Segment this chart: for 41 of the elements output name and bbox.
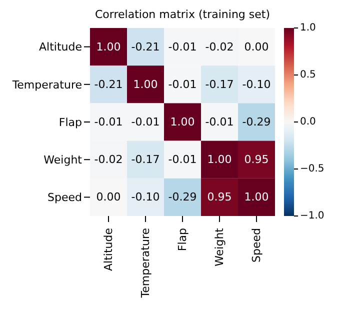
color-bar-label: 1.0 [300,22,316,34]
data-label: 0.95 [244,153,269,166]
y-tick-label: Flap [58,116,82,129]
data-label: 1.00 [244,190,269,204]
data-label: -0.17 [131,153,160,166]
data-label: -0.21 [131,40,160,54]
data-label: -0.21 [94,78,123,91]
data-label: -0.01 [131,116,160,128]
color-bar-label: 0.5 [300,70,316,80]
y-tick-label: Altitude [39,40,82,54]
data-label: -0.17 [205,78,234,91]
data-label: 0.00 [96,190,121,204]
data-label: 1.00 [133,78,158,91]
color-bar-label: 0.0 [300,116,316,128]
y-tick-label: Speed [48,191,82,204]
data-label: -0.01 [168,78,197,91]
data-label: -0.02 [205,40,234,54]
data-label: -0.01 [94,116,123,128]
y-tick-label: Weight [44,154,83,167]
x-tick-label: Speed [250,228,263,262]
x-tick-label: Weight [213,227,226,266]
data-label: 1.00 [170,116,195,128]
x-tick-label: Flap [176,228,189,252]
data-label: -0.01 [168,40,197,54]
data-label: -0.29 [242,116,271,128]
data-label: 0.95 [207,190,232,204]
data-label: -0.10 [131,190,160,204]
color-bar-label: −0.5 [300,164,324,174]
data-label: 1.00 [96,40,121,54]
x-tick-label: Altitude [102,228,115,271]
chart-title: Correlation matrix (training set) [94,8,271,21]
x-tick-label: Temperature [139,228,152,299]
data-label: -0.01 [205,116,234,128]
data-label: -0.02 [94,153,123,166]
data-label: -0.01 [168,153,197,166]
y-tick-label: Temperature [11,78,82,92]
data-label: 1.00 [207,153,232,166]
color-bar-label: −1.0 [300,210,324,222]
data-label: -0.10 [242,78,271,91]
data-label: 0.00 [244,40,269,54]
data-label: -0.29 [168,190,197,204]
